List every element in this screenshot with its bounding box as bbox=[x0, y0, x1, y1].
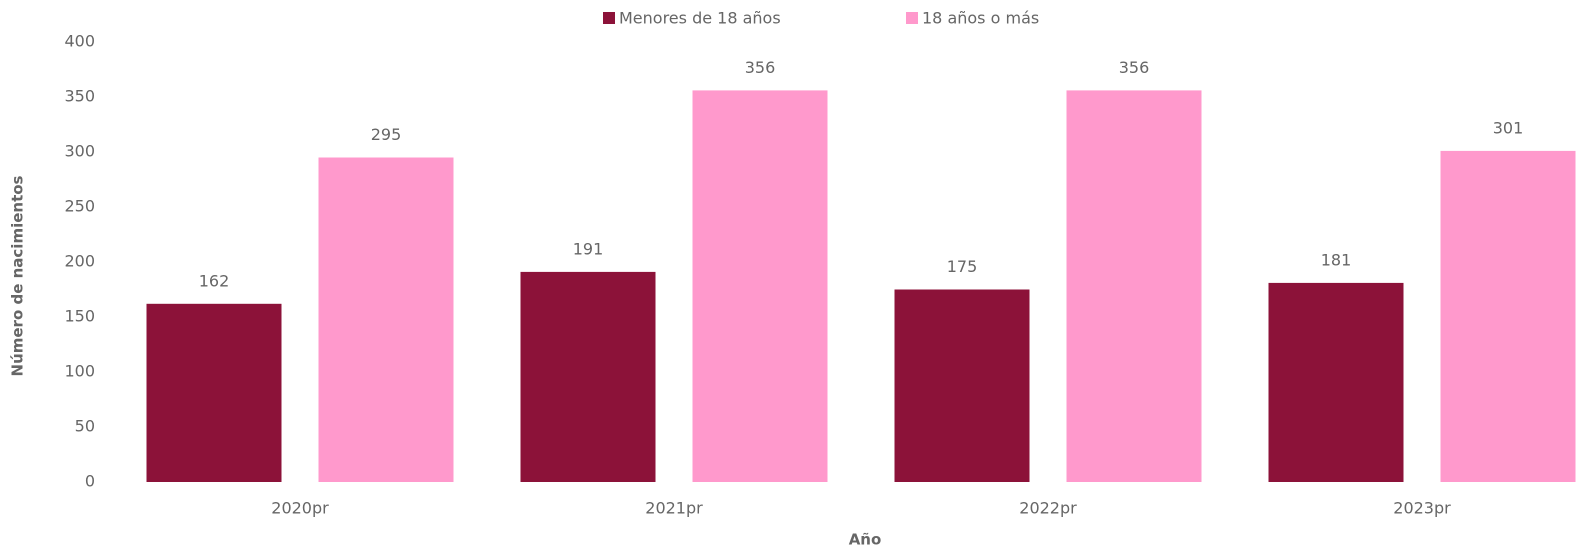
bar bbox=[520, 271, 656, 482]
y-tick-label: 400 bbox=[64, 32, 95, 51]
bar bbox=[1440, 150, 1576, 482]
bar bbox=[692, 90, 828, 483]
x-tick-label: 2023pr bbox=[1393, 499, 1451, 518]
y-tick-label: 250 bbox=[64, 197, 95, 216]
bar bbox=[894, 289, 1030, 482]
legend-label: 18 años o más bbox=[922, 9, 1039, 28]
value-label: 162 bbox=[199, 271, 230, 290]
y-axis-title: Número de nacimientos bbox=[9, 175, 27, 376]
bar bbox=[1066, 90, 1202, 483]
value-label: 295 bbox=[371, 125, 402, 144]
bar bbox=[146, 303, 282, 482]
x-axis-title: Año bbox=[849, 531, 882, 549]
y-tick-label: 50 bbox=[75, 417, 95, 436]
bar bbox=[1268, 282, 1404, 482]
legend-label: Menores de 18 años bbox=[619, 9, 781, 28]
y-tick-label: 150 bbox=[64, 307, 95, 326]
x-tick-label: 2021pr bbox=[645, 499, 703, 518]
y-tick-label: 0 bbox=[85, 472, 95, 491]
legend-swatch bbox=[906, 12, 918, 24]
legend-swatch bbox=[603, 12, 615, 24]
value-label: 301 bbox=[1493, 118, 1524, 137]
value-label: 175 bbox=[947, 257, 978, 276]
y-tick-label: 300 bbox=[64, 142, 95, 161]
y-tick-label: 100 bbox=[64, 362, 95, 381]
value-label: 191 bbox=[573, 239, 604, 258]
value-label: 181 bbox=[1321, 250, 1352, 269]
bar bbox=[318, 157, 454, 482]
x-tick-label: 2020pr bbox=[271, 499, 329, 518]
y-tick-label: 200 bbox=[64, 252, 95, 271]
value-label: 356 bbox=[1119, 58, 1150, 77]
x-tick-label: 2022pr bbox=[1019, 499, 1077, 518]
value-label: 356 bbox=[745, 58, 776, 77]
y-tick-label: 350 bbox=[64, 87, 95, 106]
